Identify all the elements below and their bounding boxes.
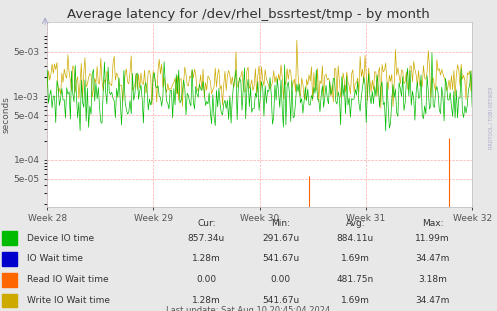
Bar bbox=[2, 252, 17, 266]
Text: 34.47m: 34.47m bbox=[415, 254, 450, 263]
Bar bbox=[2, 273, 17, 286]
Text: Max:: Max: bbox=[421, 219, 443, 228]
Text: Min:: Min: bbox=[271, 219, 290, 228]
Text: Read IO Wait time: Read IO Wait time bbox=[27, 275, 109, 284]
Text: 0.00: 0.00 bbox=[271, 275, 291, 284]
Text: Write IO Wait time: Write IO Wait time bbox=[27, 296, 110, 305]
Text: 1.69m: 1.69m bbox=[341, 254, 370, 263]
Text: 291.67u: 291.67u bbox=[262, 234, 299, 243]
Text: Last update: Sat Aug 10 20:45:04 2024: Last update: Sat Aug 10 20:45:04 2024 bbox=[166, 306, 331, 311]
Text: 541.67u: 541.67u bbox=[262, 254, 299, 263]
Text: IO Wait time: IO Wait time bbox=[27, 254, 83, 263]
Text: RRDTOOL / TOBI OETIKER: RRDTOOL / TOBI OETIKER bbox=[489, 87, 494, 150]
Text: 34.47m: 34.47m bbox=[415, 296, 450, 305]
Text: 857.34u: 857.34u bbox=[188, 234, 225, 243]
Text: 1.28m: 1.28m bbox=[192, 296, 221, 305]
Text: Cur:: Cur: bbox=[197, 219, 216, 228]
Text: Avg:: Avg: bbox=[345, 219, 365, 228]
Text: 1.69m: 1.69m bbox=[341, 296, 370, 305]
Text: 3.18m: 3.18m bbox=[418, 275, 447, 284]
Y-axis label: seconds: seconds bbox=[1, 96, 10, 133]
Text: 481.75n: 481.75n bbox=[337, 275, 374, 284]
Text: 541.67u: 541.67u bbox=[262, 296, 299, 305]
Text: 0.00: 0.00 bbox=[196, 275, 216, 284]
Text: 884.11u: 884.11u bbox=[337, 234, 374, 243]
Text: 11.99m: 11.99m bbox=[415, 234, 450, 243]
Text: 1.28m: 1.28m bbox=[192, 254, 221, 263]
Text: Device IO time: Device IO time bbox=[27, 234, 94, 243]
Bar bbox=[2, 231, 17, 245]
Text: Average latency for /dev/rhel_bssrtest/tmp - by month: Average latency for /dev/rhel_bssrtest/t… bbox=[67, 8, 430, 21]
Bar bbox=[2, 294, 17, 307]
